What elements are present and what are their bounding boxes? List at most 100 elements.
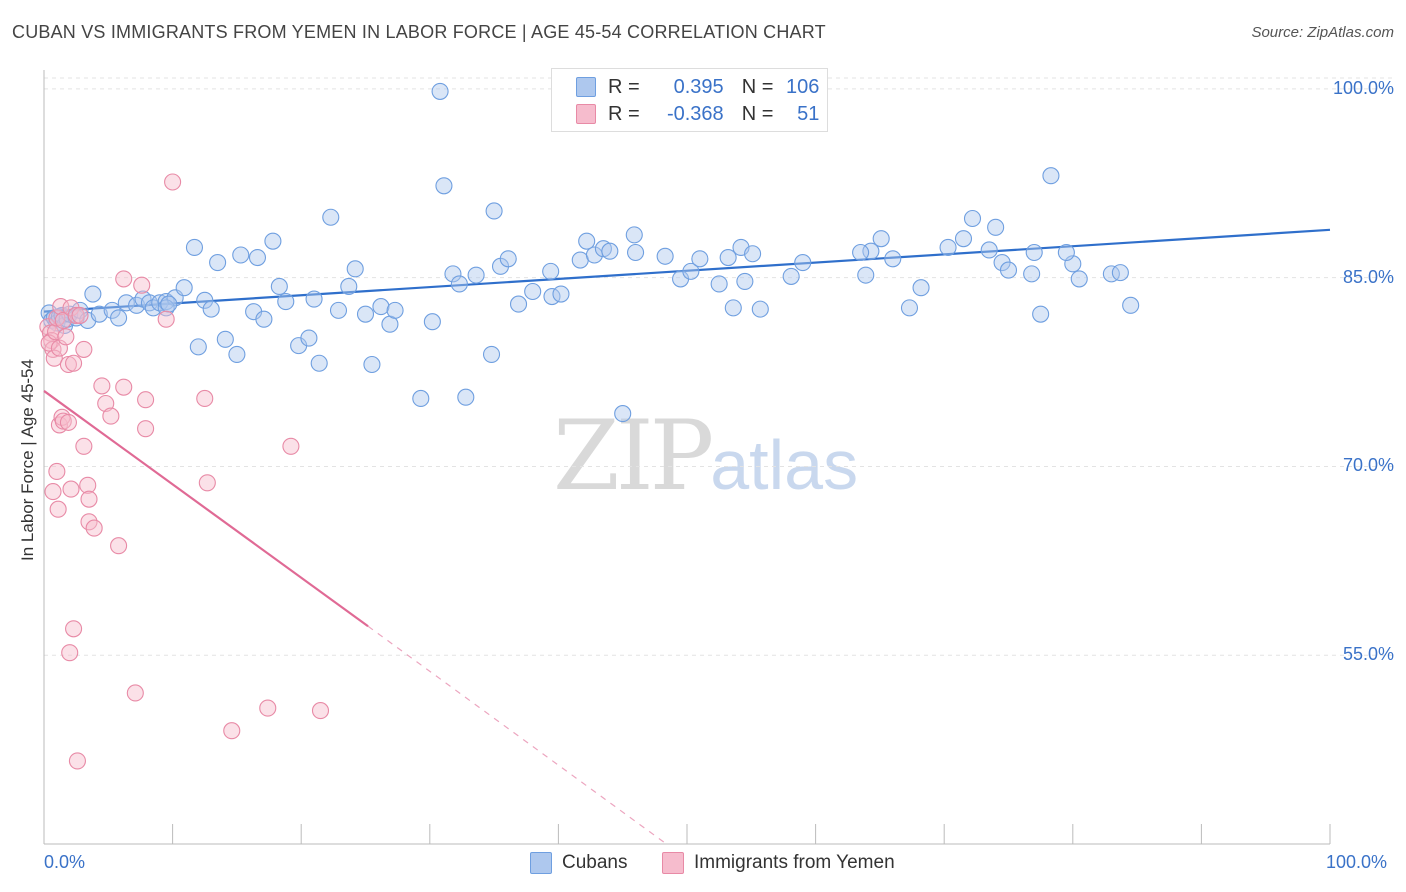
point-cubans bbox=[542, 262, 560, 280]
point-yemen bbox=[62, 480, 80, 498]
point-cubans bbox=[322, 208, 340, 226]
point-cubans bbox=[157, 293, 175, 311]
y-tick-label: 100.0% bbox=[1332, 77, 1394, 98]
point-cubans bbox=[499, 250, 517, 268]
point-cubans bbox=[340, 277, 358, 296]
point-yemen bbox=[44, 483, 62, 501]
point-cubans bbox=[248, 248, 267, 267]
y-tick-label: 55.0% bbox=[1342, 644, 1394, 665]
point-cubans bbox=[1023, 265, 1041, 283]
point-yemen bbox=[311, 702, 330, 720]
point-cubans bbox=[160, 295, 178, 313]
point-cubans bbox=[852, 243, 870, 262]
point-cubans bbox=[412, 389, 430, 408]
point-yemen bbox=[110, 537, 128, 555]
point-cubans bbox=[719, 248, 737, 267]
point-yemen bbox=[75, 340, 93, 358]
point-cubans bbox=[627, 243, 645, 262]
point-yemen bbox=[61, 644, 79, 662]
watermark-zip: ZIP bbox=[553, 400, 714, 512]
point-cubans bbox=[691, 250, 709, 268]
point-cubans bbox=[963, 209, 982, 228]
point-cubans bbox=[980, 241, 998, 259]
point-cubans bbox=[467, 266, 485, 284]
point-cubans bbox=[482, 345, 501, 363]
point-yemen bbox=[67, 306, 85, 324]
point-cubans bbox=[625, 226, 643, 244]
legend-row-yemen: R = -0.368 N = 51 bbox=[576, 102, 819, 126]
point-cubans bbox=[1111, 264, 1129, 282]
point-cubans bbox=[794, 254, 812, 272]
legend-n-value: 51 bbox=[797, 102, 820, 125]
point-yemen bbox=[164, 173, 182, 191]
axes bbox=[43, 70, 1331, 845]
point-cubans bbox=[857, 266, 875, 284]
point-yemen bbox=[102, 407, 120, 425]
bottom-legend-cubans: Cubans bbox=[530, 852, 628, 874]
data-points bbox=[39, 82, 1140, 770]
legend-row-cubans: R = 0.395 N = 106 bbox=[576, 75, 819, 99]
point-cubans bbox=[1070, 270, 1088, 288]
point-cubans bbox=[912, 279, 930, 297]
point-yemen bbox=[57, 328, 75, 346]
point-yemen bbox=[75, 437, 93, 455]
legend-n-label: N = bbox=[741, 102, 774, 125]
point-cubans bbox=[110, 309, 128, 327]
bottom-legend-swatch-cubans bbox=[530, 852, 552, 874]
point-cubans bbox=[310, 354, 328, 372]
y-tick-label: 85.0% bbox=[1342, 266, 1394, 287]
point-cubans bbox=[209, 254, 227, 272]
y-axis-label: In Labor Force | Age 45-54 bbox=[18, 359, 37, 561]
point-cubans bbox=[423, 313, 441, 331]
bottom-legend-label-yemen: Immigrants from Yemen bbox=[694, 852, 895, 873]
source-label: Source: ZipAtlas.com bbox=[1251, 24, 1394, 41]
point-cubans bbox=[277, 293, 295, 311]
point-cubans bbox=[228, 345, 246, 363]
chart-title: CUBAN VS IMMIGRANTS FROM YEMEN IN LABOR … bbox=[12, 22, 826, 42]
point-cubans bbox=[987, 218, 1005, 236]
point-yemen bbox=[48, 462, 66, 481]
trend-line bbox=[43, 228, 1331, 313]
point-cubans bbox=[457, 388, 475, 406]
point-yemen bbox=[259, 699, 277, 717]
point-cubans bbox=[552, 285, 570, 303]
point-yemen bbox=[49, 500, 67, 518]
point-cubans bbox=[270, 277, 288, 296]
point-cubans bbox=[744, 245, 762, 263]
point-yemen bbox=[97, 394, 115, 413]
point-cubans bbox=[1032, 305, 1050, 323]
legend-n-value: 106 bbox=[786, 75, 820, 98]
point-cubans bbox=[300, 329, 318, 347]
point-cubans bbox=[202, 300, 220, 318]
point-cubans bbox=[450, 275, 468, 293]
point-cubans bbox=[435, 177, 453, 195]
point-cubans bbox=[884, 250, 902, 268]
point-cubans bbox=[872, 230, 890, 248]
point-yemen bbox=[54, 311, 72, 329]
point-cubans bbox=[1102, 265, 1120, 283]
bottom-legend-swatch-yemen bbox=[662, 852, 684, 874]
point-cubans bbox=[356, 305, 375, 323]
point-cubans bbox=[571, 251, 589, 269]
point-yemen bbox=[282, 437, 300, 455]
point-cubans bbox=[509, 295, 528, 313]
point-cubans bbox=[264, 232, 282, 250]
point-yemen bbox=[137, 391, 155, 409]
legend-r-label: R = bbox=[608, 102, 640, 125]
legend-r-label: R = bbox=[608, 75, 640, 98]
legend-n-label: N = bbox=[741, 75, 774, 98]
watermark: ZIPatlas bbox=[553, 400, 858, 512]
point-cubans bbox=[1122, 296, 1140, 314]
point-cubans bbox=[1057, 243, 1075, 262]
point-cubans bbox=[782, 267, 800, 285]
watermark-atlas: atlas bbox=[710, 426, 859, 504]
point-yemen bbox=[157, 310, 175, 328]
point-cubans bbox=[444, 265, 462, 283]
legend-r-value: 0.395 bbox=[673, 75, 724, 98]
trend-line-extension bbox=[367, 625, 667, 845]
point-cubans bbox=[329, 301, 348, 319]
gridlines bbox=[44, 77, 1394, 656]
point-cubans bbox=[255, 310, 273, 328]
legend-swatch-yemen bbox=[576, 104, 596, 124]
